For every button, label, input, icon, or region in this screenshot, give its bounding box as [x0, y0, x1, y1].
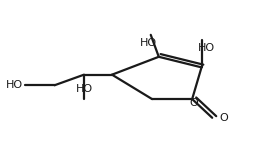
Text: HO: HO	[75, 84, 93, 94]
Text: HO: HO	[140, 38, 157, 48]
Text: O: O	[219, 113, 228, 123]
Text: O: O	[189, 98, 198, 108]
Text: HO: HO	[5, 80, 23, 90]
Text: HO: HO	[198, 43, 215, 53]
